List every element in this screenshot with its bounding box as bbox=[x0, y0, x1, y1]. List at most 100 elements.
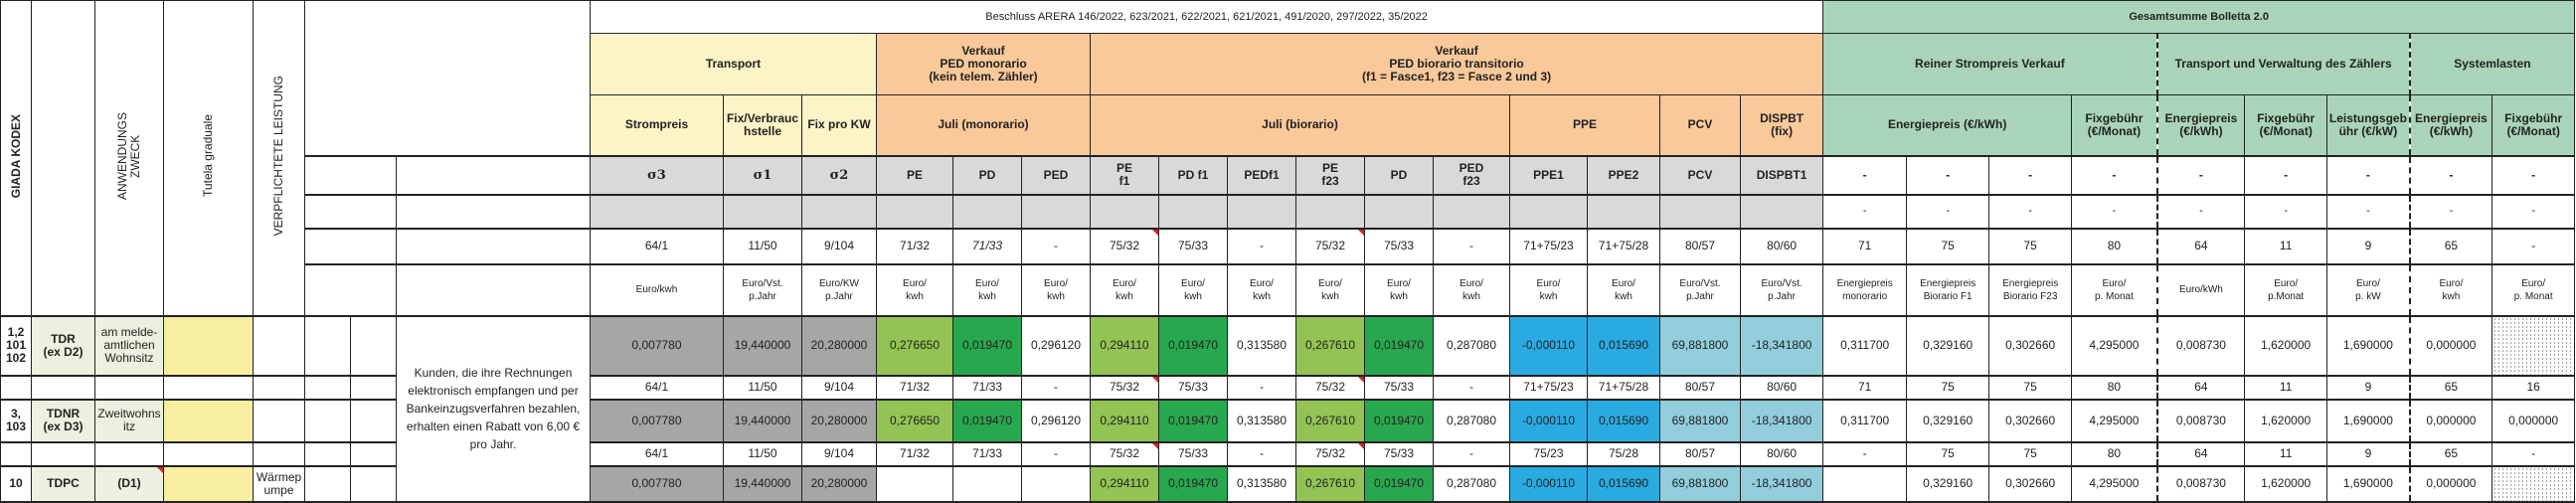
dash-cell: - bbox=[2156, 194, 2246, 229]
table-row: 3, 103 TDNR (ex D3) Zweitwohns itz 0,007780… bbox=[0, 399, 2576, 442]
blank-cell bbox=[304, 228, 397, 264]
value-cell: -0,000110 bbox=[1509, 315, 1588, 376]
reference-cell: 75/33 bbox=[1364, 375, 1434, 400]
reference-cell: 11 bbox=[2244, 375, 2328, 400]
unit-cell: Euro/ kwh bbox=[2409, 263, 2493, 316]
table-row: 1,2 101 102 TDR (ex D2) am melde- amtliche… bbox=[0, 315, 2576, 502]
reference-cell: 71/33 bbox=[952, 441, 1022, 466]
sub-sl-energiepreis: Energiepreis (€/kWh) bbox=[2409, 94, 2493, 156]
gray-cell bbox=[1433, 194, 1510, 229]
reference-cell: 80 bbox=[2071, 441, 2158, 466]
reference-cell: 75/33 bbox=[1158, 375, 1228, 400]
tariff-name: TDNR (ex D3) bbox=[31, 399, 95, 442]
reference-cell: - bbox=[1021, 228, 1091, 264]
sub-juli-biorario: Juli (biorario) bbox=[1090, 94, 1510, 156]
reference-cell: 80/60 bbox=[1739, 228, 1824, 264]
sub-fix-verbrauchstelle: Fix/Verbrauchstelle bbox=[723, 94, 802, 156]
header-anwendungszweck: ANWENDUNGS ZWECK bbox=[94, 0, 164, 316]
reference-cell: 11 bbox=[2244, 441, 2328, 466]
tariff-zweck: (D1) bbox=[94, 465, 164, 502]
reference-cell: 75/32 bbox=[1295, 375, 1365, 400]
dash-cell: - bbox=[2491, 194, 2576, 229]
value-cell: 69,881800 bbox=[1659, 315, 1741, 376]
reference-cell: 64 bbox=[2156, 228, 2246, 264]
value-cell: 0,302660 bbox=[1988, 399, 2073, 442]
value-cell: 0,015690 bbox=[1587, 399, 1660, 442]
reference-cell: 71+75/23 bbox=[1509, 375, 1588, 400]
unit-cell: Energiepreis Biorario F23 bbox=[1988, 263, 2073, 316]
reference-cell: 71 bbox=[1822, 375, 1908, 400]
header-tutela: Tutela graduale bbox=[163, 0, 254, 316]
value-cell: 0,019470 bbox=[1158, 399, 1228, 442]
giada-kodex-label: GIADA KODEX bbox=[8, 113, 23, 198]
sub-strompreis: Strompreis bbox=[590, 94, 724, 156]
blank-cell bbox=[304, 194, 397, 229]
sub-dispbt: DISPBT (fix) bbox=[1739, 94, 1824, 156]
code-cell: σ3 bbox=[590, 155, 724, 195]
value-cell: 0,287080 bbox=[1433, 399, 1510, 442]
unit-cell: Euro/ kwh bbox=[1433, 263, 1510, 316]
reference-cell: - bbox=[1227, 441, 1296, 466]
unit-cell: Euro/Vst. p.Jahr bbox=[1659, 263, 1741, 316]
unit-cell: Euro/kWh bbox=[2156, 263, 2246, 316]
value-cell: 0,294110 bbox=[1090, 399, 1159, 442]
code-cell: - bbox=[2409, 155, 2493, 195]
dash-cell: - bbox=[2071, 194, 2158, 229]
reference-cell: 71+75/28 bbox=[1587, 228, 1660, 264]
value-cell: 1,620000 bbox=[2244, 315, 2328, 376]
tariff-kodex: 3, 103 bbox=[0, 399, 32, 442]
code-cell: PD bbox=[1364, 155, 1434, 195]
unit-cell: Euro/ kwh bbox=[1587, 263, 1660, 316]
sub-juli-monorario: Juli (monorario) bbox=[876, 94, 1091, 156]
reference-cell: 80 bbox=[2071, 375, 2158, 400]
value-cell: 0,019470 bbox=[1364, 465, 1434, 502]
reference-cell: 65 bbox=[2409, 441, 2493, 466]
table-row: --------- bbox=[0, 194, 2576, 229]
table-row: Euro/kwh Euro/Vst. p.Jahr Euro/KW p.Jahr Eu… bbox=[0, 263, 2576, 316]
reference-cell: 75/32 bbox=[1295, 228, 1365, 264]
tariff-zweck: am melde- amtlichen Wohnsitz bbox=[94, 315, 164, 376]
reference-cell: - bbox=[1227, 375, 1296, 400]
tutela-cell bbox=[163, 315, 254, 376]
value-cell: 0,015690 bbox=[1587, 315, 1660, 376]
value-cell: 0,008730 bbox=[2156, 399, 2246, 442]
blank-cell bbox=[253, 375, 305, 400]
gray-cell bbox=[1364, 194, 1434, 229]
value-cell: 0,000000 bbox=[2409, 465, 2493, 502]
value-cell: 4,295000 bbox=[2071, 465, 2158, 502]
unit-cell: Euro/ kwh bbox=[876, 263, 953, 316]
value-cell: 0,302660 bbox=[1988, 315, 2073, 376]
sub-pcv: PCV bbox=[1659, 94, 1741, 156]
reference-cell: 11 bbox=[2244, 228, 2328, 264]
tariff-kodex: 1,2 101 102 bbox=[0, 315, 32, 376]
reference-cell: 11/50 bbox=[723, 375, 802, 400]
unit-cell: Euro/ kwh bbox=[1509, 263, 1588, 316]
reference-cell: - bbox=[1433, 228, 1510, 264]
reference-cell: 75/33 bbox=[1364, 441, 1434, 466]
code-cell: σ2 bbox=[801, 155, 877, 195]
code-cell: - bbox=[1988, 155, 2073, 195]
reference-cell: 9 bbox=[2326, 228, 2411, 264]
reference-cell: 64 bbox=[2156, 441, 2246, 466]
blank-cell bbox=[304, 465, 351, 502]
code-cell: PCV bbox=[1659, 155, 1741, 195]
reference-cell: - bbox=[1021, 375, 1091, 400]
reference-cell: 75 bbox=[1988, 228, 2073, 264]
reference-cell: 71/33 bbox=[952, 228, 1022, 264]
gray-cell bbox=[1509, 194, 1588, 229]
dash-cell: - bbox=[1822, 194, 1908, 229]
unit-cell: Euro/Vst. p.Jahr bbox=[1739, 263, 1824, 316]
value-cell: 0,019470 bbox=[952, 315, 1022, 376]
blank-cell bbox=[304, 441, 351, 466]
value-cell: -0,000110 bbox=[1509, 399, 1588, 442]
value-cell: -18,341800 bbox=[1739, 399, 1824, 442]
reference-cell: 9/104 bbox=[801, 375, 877, 400]
reference-cell: 75/33 bbox=[1158, 228, 1228, 264]
unit-cell: Euro/ p. Monat bbox=[2071, 263, 2158, 316]
value-cell: 0,313580 bbox=[1227, 465, 1296, 502]
value-cell: 0,267610 bbox=[1295, 465, 1365, 502]
value-cell: 0,015690 bbox=[1587, 465, 1660, 502]
reference-cell: 80/57 bbox=[1659, 375, 1741, 400]
sub-energiepreis: Energiepreis (€/kWh) bbox=[1822, 94, 2073, 156]
reference-cell: 71 bbox=[1822, 228, 1908, 264]
